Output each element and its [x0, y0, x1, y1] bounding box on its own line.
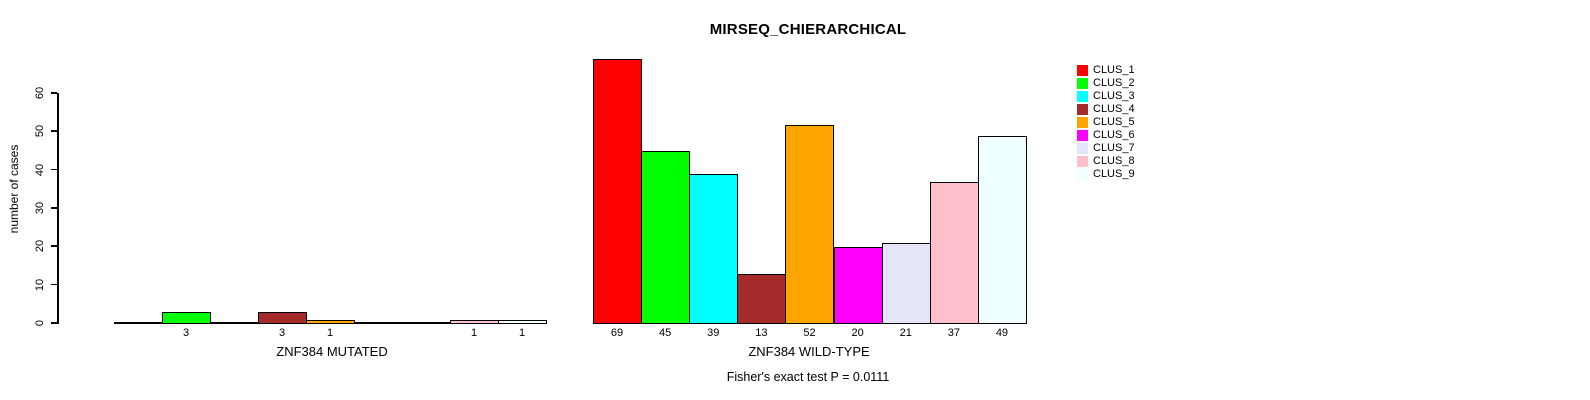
bar-value-label: 69 — [610, 327, 624, 339]
legend-swatch-icon — [1077, 91, 1088, 102]
chart-title: MIRSEQ_CHIERARCHICAL — [709, 21, 907, 38]
bar-value-label: 39 — [707, 327, 720, 339]
y-tick-40 — [51, 168, 57, 171]
legend-swatch-icon — [1077, 104, 1088, 115]
legend-item-clus_4: CLUS_4 — [1077, 103, 1135, 116]
bar-clus_6-group-2 — [834, 246, 883, 324]
fisher-test-annotation: Fisher's exact test P = 0.0111 — [726, 370, 890, 384]
legend-item-clus_3: CLUS_3 — [1077, 90, 1135, 103]
y-tick-60 — [51, 92, 57, 94]
legend-swatch-icon — [1077, 130, 1088, 141]
legend-label: CLUS_7 — [1093, 142, 1135, 154]
bar-value-label: 1 — [518, 327, 526, 339]
bar-clus_2-group-2 — [641, 150, 690, 324]
legend-item-clus_9: CLUS_9 — [1077, 168, 1135, 181]
legend-label: CLUS_6 — [1093, 129, 1135, 141]
bar-clus_2-group-1 — [162, 311, 211, 324]
bar-clus_5-group-1 — [306, 319, 355, 324]
y-tick-30 — [51, 207, 57, 209]
y-tick-label-20: 20 — [34, 240, 46, 253]
bar-value-label: 3 — [182, 327, 190, 339]
bar-value-label: 49 — [995, 327, 1009, 339]
legend-swatch-icon — [1077, 156, 1088, 167]
legend-label: CLUS_3 — [1093, 90, 1135, 102]
legend-label: CLUS_2 — [1093, 77, 1135, 89]
bar-value-label: 52 — [803, 327, 816, 339]
legend-item-clus_8: CLUS_8 — [1077, 155, 1135, 168]
legend-swatch-icon — [1077, 65, 1088, 76]
legend-item-clus_6: CLUS_6 — [1077, 129, 1135, 142]
legend-item-clus_2: CLUS_2 — [1077, 77, 1135, 90]
legend-label: CLUS_1 — [1093, 64, 1135, 76]
bar-value-label: 21 — [899, 327, 912, 339]
y-tick-0 — [51, 322, 57, 324]
legend-swatch-icon — [1077, 78, 1088, 89]
bar-clus_9-group-2 — [978, 135, 1027, 324]
bar-clus_5-group-2 — [785, 124, 834, 324]
bar-value-label: 3 — [278, 327, 286, 339]
legend-item-clus_5: CLUS_5 — [1077, 116, 1135, 129]
bar-clus_8-group-2 — [930, 181, 979, 324]
y-tick-label-40: 40 — [34, 163, 46, 176]
legend-swatch-icon — [1077, 169, 1088, 180]
bar-clus_1-group-2 — [593, 58, 642, 324]
bar-clus_8-group-1 — [450, 319, 499, 324]
bar-value-label: 1 — [470, 327, 478, 339]
y-tick-label-0: 0 — [34, 319, 46, 327]
bar-clus_7-group-2 — [882, 242, 931, 324]
legend-label: CLUS_5 — [1093, 116, 1135, 128]
legend: CLUS_1 CLUS_2 CLUS_3 CLUS_4 CLUS_5 CLUS_6 CLUS… — [1077, 64, 1135, 181]
legend-item-clus_1: CLUS_1 — [1077, 64, 1135, 77]
y-axis-line — [57, 93, 59, 324]
legend-swatch-icon — [1077, 117, 1088, 128]
bar-clus_4-group-2 — [737, 273, 786, 324]
y-tick-50 — [51, 130, 57, 132]
y-tick-label-30: 30 — [34, 201, 46, 215]
group-label-mutated: ZNF384 MUTATED — [276, 344, 388, 359]
y-tick-label-60: 60 — [34, 86, 46, 100]
bar-value-label: 13 — [755, 327, 768, 339]
bar-value-label: 45 — [659, 327, 672, 339]
bar-value-label: 1 — [326, 327, 334, 339]
legend-item-clus_7: CLUS_7 — [1077, 142, 1135, 155]
bar-clus_3-group-2 — [689, 173, 738, 324]
bar-value-label: 20 — [851, 327, 864, 339]
legend-label: CLUS_9 — [1093, 168, 1135, 180]
bar-value-label: 37 — [947, 327, 960, 339]
legend-swatch-icon — [1077, 143, 1088, 154]
bar-clus_9-group-1 — [498, 319, 547, 324]
y-tick-label-50: 50 — [34, 125, 46, 138]
y-tick-20 — [51, 245, 57, 247]
legend-label: CLUS_4 — [1093, 103, 1135, 115]
y-tick-10 — [51, 283, 57, 286]
y-axis-label: number of cases — [7, 144, 21, 234]
bar-clus_4-group-1 — [258, 311, 307, 324]
legend-label: CLUS_8 — [1093, 155, 1135, 167]
y-tick-label-10: 10 — [34, 278, 46, 291]
group-label-wildtype: ZNF384 WILD-TYPE — [748, 344, 870, 359]
